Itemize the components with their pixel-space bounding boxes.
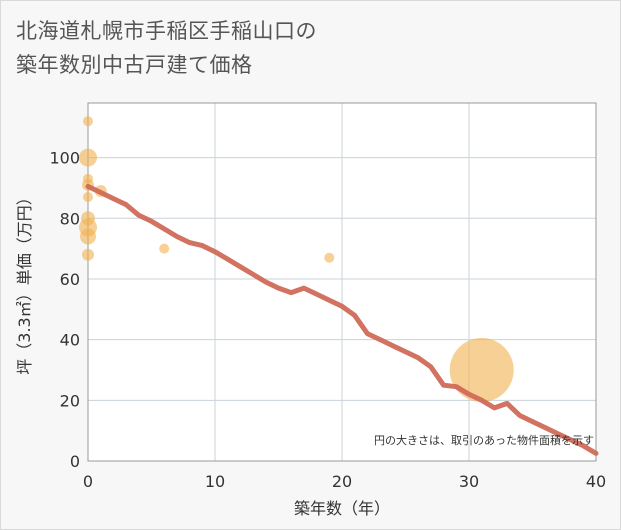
series-line <box>85 183 599 456</box>
x-tick-label: 30 <box>459 472 479 491</box>
data-point <box>83 192 93 203</box>
x-axis-label: 築年数（年） <box>294 499 390 518</box>
y-tick-label: 80 <box>60 209 80 228</box>
data-point <box>324 252 335 263</box>
bubbles <box>79 116 514 402</box>
y-tick-label: 60 <box>60 270 80 289</box>
y-tick-label: 40 <box>60 331 80 350</box>
data-point <box>80 228 96 245</box>
data-point <box>449 337 514 402</box>
y-axis-label: 坪（3.3㎡）単価（万円） <box>15 189 34 374</box>
plot-border <box>87 102 597 462</box>
chart-title: 北海道札幌市手稲区手稲山口の 築年数別中古戸建て価格 <box>16 14 317 82</box>
trend-lines <box>85 183 599 456</box>
data-point <box>82 248 94 261</box>
y-tick-label: 20 <box>60 391 80 410</box>
data-point <box>83 116 93 127</box>
data-point <box>79 148 97 167</box>
x-tick-label: 20 <box>332 472 352 491</box>
tick-labels: 0 10 20 30 40 0 20 40 60 80 100 <box>49 149 606 491</box>
size-note: 円の大きさは、取引のあった物件面積を示す <box>374 433 594 447</box>
y-tick-label: 0 <box>70 452 80 471</box>
data-point <box>159 243 170 254</box>
y-tick-label: 100 <box>49 149 80 168</box>
x-tick-label: 10 <box>205 472 225 491</box>
x-tick-label: 0 <box>83 472 93 491</box>
x-tick-label: 40 <box>586 472 606 491</box>
chart-title-line2: 築年数別中古戸建て価格 <box>16 53 253 77</box>
chart-title-line1: 北海道札幌市手稲区手稲山口の <box>16 19 317 43</box>
